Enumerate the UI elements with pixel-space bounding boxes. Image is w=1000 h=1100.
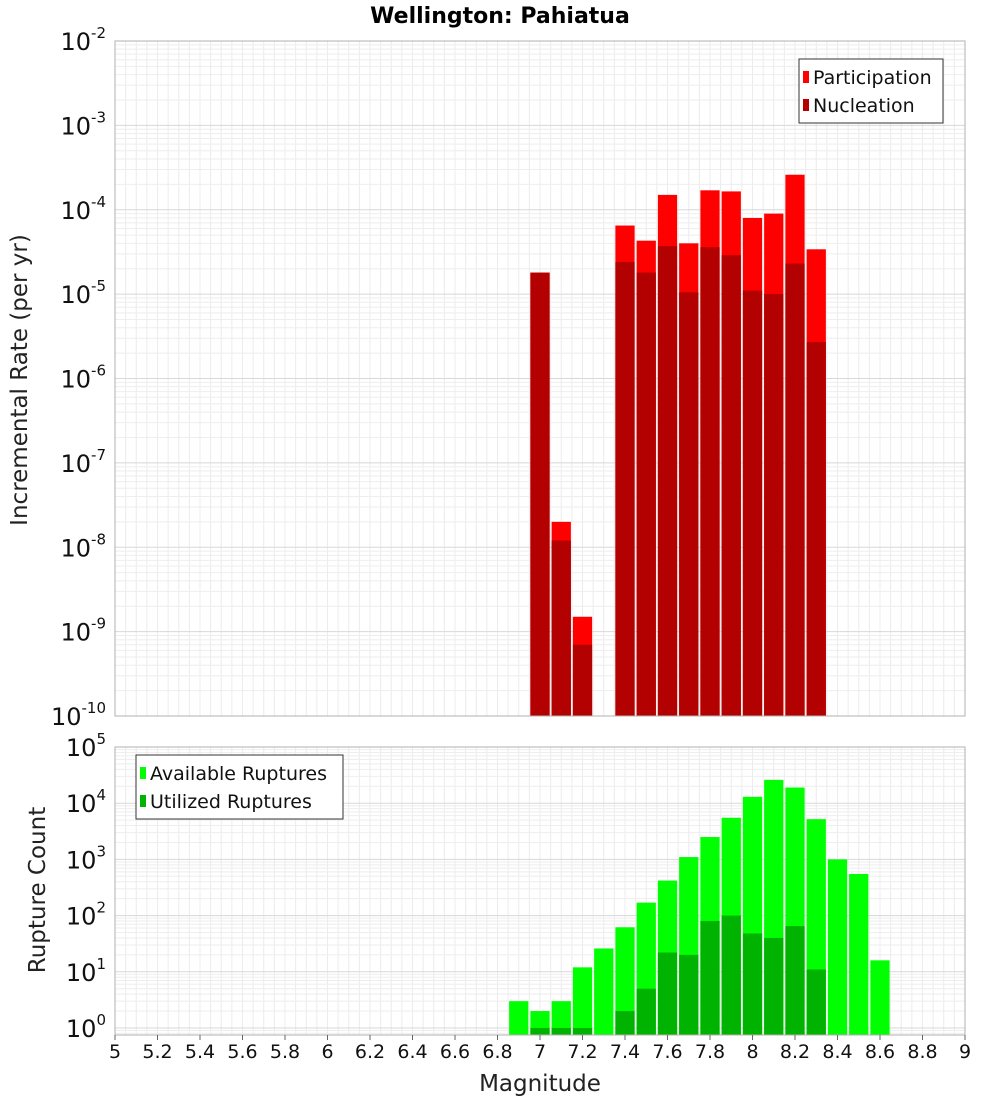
top-bar-nucleation [764, 294, 784, 716]
bottom-bar-utilized-ruptures [551, 1027, 571, 1035]
top-legend-swatch [803, 99, 809, 111]
top-bar-nucleation [551, 540, 571, 716]
bottom-legend-label: Utilized Ruptures [150, 791, 312, 813]
x-tick-label: 5.6 [227, 1041, 257, 1063]
x-tick-label: 6.8 [482, 1041, 512, 1063]
bottom-bar-utilized-ruptures [679, 954, 699, 1035]
bottom-bar-utilized-ruptures [636, 988, 656, 1035]
top-bar-nucleation [530, 272, 550, 716]
top-ytick-label: 10-4 [60, 193, 106, 225]
top-bar-nucleation [615, 262, 635, 716]
bottom-legend-swatch [140, 795, 146, 807]
x-tick-label: 8.4 [822, 1041, 852, 1063]
top-ytick-label: 10-6 [60, 362, 106, 394]
bottom-bar-utilized-ruptures [721, 915, 741, 1035]
bottom-ytick-label: 103 [66, 842, 106, 874]
bottom-bar-available-ruptures [870, 960, 890, 1035]
chart-title: Wellington: Pahiatua [370, 4, 630, 29]
bottom-legend [135, 754, 344, 820]
top-ytick-label: 10-7 [60, 446, 106, 478]
top-bar-nucleation [679, 292, 699, 716]
x-tick-label: 7 [534, 1041, 546, 1063]
top-ytick-label: 10-3 [60, 108, 106, 140]
x-tick-label: 6.2 [355, 1041, 385, 1063]
bottom-bar-available-ruptures [594, 948, 614, 1035]
top-legend-label: Participation [813, 67, 932, 89]
top-bar-nucleation [806, 342, 826, 716]
bottom-bar-utilized-ruptures [657, 952, 678, 1035]
top-bar-nucleation [785, 263, 805, 716]
x-tick-label: 8 [746, 1041, 758, 1063]
x-tick-label: 7.4 [610, 1041, 640, 1063]
x-tick-label: 6 [321, 1041, 333, 1063]
top-bar-nucleation [572, 644, 593, 716]
top-ytick-label: 10-5 [60, 277, 106, 309]
bottom-bar-available-ruptures [615, 927, 635, 1035]
bottom-bar-utilized-ruptures [615, 1011, 635, 1035]
bottom-ytick-label: 101 [66, 955, 106, 987]
x-tick-label: 7.2 [567, 1041, 597, 1063]
top-legend-swatch [803, 71, 809, 83]
top-legend-label: Nucleation [813, 95, 915, 117]
bottom-bar-utilized-ruptures [742, 933, 763, 1035]
x-tick-label: 5 [109, 1041, 121, 1063]
bottom-ytick-label: 100 [66, 1011, 106, 1043]
bottom-ytick-label: 105 [66, 730, 106, 762]
bottom-y-axis-label: Rupture Count [25, 807, 51, 973]
bottom-bar-utilized-ruptures [530, 1027, 550, 1035]
top-bar-nucleation [700, 247, 720, 716]
x-tick-label: 6.4 [397, 1041, 427, 1063]
bottom-bar-utilized-ruptures [572, 1027, 593, 1035]
bottom-bar-utilized-ruptures [785, 926, 805, 1035]
top-frame [114, 40, 966, 717]
top-bar-nucleation [742, 290, 763, 716]
bottom-bar-utilized-ruptures [806, 969, 826, 1035]
x-tick-label: 5.4 [185, 1041, 215, 1063]
bottom-bar-available-ruptures [551, 1001, 571, 1035]
x-tick-label: 6.6 [440, 1041, 470, 1063]
bottom-ytick-label: 102 [66, 899, 106, 931]
top-panel: 10-2 10-3 10-4 10-5 10-6 10-7 10-8 10-9 10-10 Par… [51, 24, 966, 731]
top-bar-nucleation [636, 272, 656, 716]
bottom-bar-available-ruptures [827, 859, 848, 1035]
top-bar-nucleation [657, 246, 678, 716]
bottom-legend-label: Available Ruptures [150, 763, 327, 785]
x-tick-label: 5.8 [270, 1041, 300, 1063]
bottom-bar-utilized-ruptures [700, 921, 720, 1035]
top-ytick-label: 10-10 [51, 699, 106, 731]
bottom-bar-utilized-ruptures [764, 937, 784, 1035]
bottom-ytick-label: 104 [66, 786, 106, 818]
top-ytick-label: 10-8 [60, 530, 106, 562]
x-tick-label: 9 [959, 1041, 971, 1063]
x-tick-label: 7.8 [695, 1041, 725, 1063]
bottom-bar-available-ruptures [509, 1001, 529, 1035]
top-bar-nucleation [721, 255, 741, 716]
bottom-legend-swatch [140, 767, 146, 779]
x-tick-label: 5.2 [142, 1041, 172, 1063]
bottom-bar-available-ruptures [849, 873, 869, 1035]
top-y-axis-label: Incremental Rate (per yr) [7, 234, 33, 526]
top-ytick-label: 10-9 [60, 615, 106, 647]
x-tick-label: 8.6 [865, 1041, 895, 1063]
bottom-bar-available-ruptures [572, 967, 593, 1035]
x-axis-label: Magnitude [479, 1071, 601, 1097]
x-tick-label: 7.6 [652, 1041, 682, 1063]
top-ytick-label: 10-2 [60, 24, 106, 56]
x-tick-label: 8.2 [780, 1041, 810, 1063]
top-legend [798, 58, 944, 124]
bottom-panel: 105 104 103 102 101 100 Available Ruptures Util… [66, 730, 966, 1043]
x-tick-label: 8.8 [907, 1041, 937, 1063]
